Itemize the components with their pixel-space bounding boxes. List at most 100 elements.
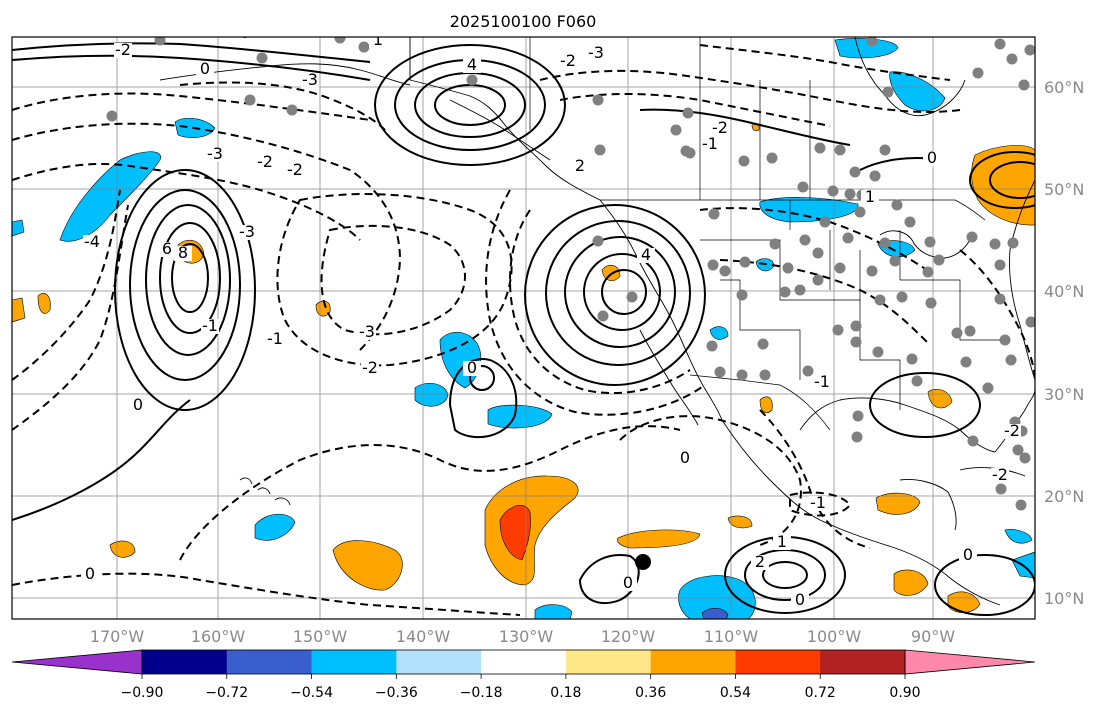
orange-region-baja-west [484, 475, 579, 586]
contour-value-label: 4 [641, 245, 651, 264]
orange-region-panama [947, 591, 981, 613]
station-dot [812, 274, 824, 286]
station-dot [707, 259, 719, 271]
colorbar-outline [141, 649, 906, 675]
border-states-2 [720, 279, 801, 380]
contour-value-label: 8 [178, 243, 188, 262]
contour-dashed-west2 [12, 189, 121, 381]
station-dot [1015, 499, 1027, 511]
contour-label-knockout [923, 151, 941, 166]
contour-value-label: 0 [927, 148, 937, 167]
contour-dashed-west [12, 162, 361, 241]
station-dot [819, 216, 831, 228]
station-dot [1012, 444, 1024, 456]
station-dot [951, 327, 963, 339]
latitude-tick-label: 60°N [1044, 78, 1084, 97]
contour-label-knockout [991, 468, 1009, 483]
orange-region-caribbean [875, 492, 921, 515]
station-dot [964, 325, 976, 337]
contour-value-label: -2 [362, 358, 378, 377]
contour-dashed-mid [276, 193, 513, 367]
border-states-3 [859, 300, 901, 410]
station-dot [1019, 452, 1031, 464]
station-dot [779, 286, 791, 298]
contour-value-label: -2 [257, 152, 273, 171]
colorbar-tick-label: −0.36 [375, 685, 418, 701]
station-dot [994, 259, 1006, 271]
contour-value-label: -3 [207, 144, 223, 163]
contour-dashed-east [959, 249, 1035, 381]
contour-value-label: -1 [202, 316, 218, 335]
contour-value-label: 6 [162, 239, 172, 258]
station-dot [1007, 237, 1019, 249]
coastline-florida [994, 389, 1035, 453]
contour-label-knockout [861, 190, 879, 205]
station-dot [982, 382, 994, 394]
border-canada-provinces [699, 37, 811, 200]
border-states-1 [700, 239, 861, 301]
contour-solid-high-pacific [171, 243, 209, 313]
contour-label-knockout [201, 319, 219, 334]
station-dot [844, 188, 856, 200]
station-dot [1018, 79, 1030, 91]
contour-label-knockout [301, 73, 319, 88]
station-dot [719, 265, 731, 277]
contour-value-label: -3 [302, 70, 318, 89]
contour-solid-canada [639, 108, 851, 146]
contour-label-knockout [463, 361, 481, 376]
contour-label-knockout [236, 37, 254, 41]
station-dot [626, 291, 638, 303]
station-dot [852, 410, 864, 422]
contour-value-label: -1 [702, 134, 718, 153]
contour-label-knockout [358, 325, 376, 340]
orange-region-mexico-c [759, 396, 773, 413]
longitude-tick-label: 120°W [601, 627, 656, 646]
station-dot [911, 375, 923, 387]
station-dot [680, 145, 692, 157]
contour-value-label: -3 [359, 322, 375, 341]
border-canada-us [600, 199, 986, 221]
contour-dashed-mexico [619, 415, 802, 546]
contour-value-label: -2 [560, 51, 576, 70]
contour-value-label: -2 [712, 118, 728, 137]
blue-region-west-edge [12, 219, 25, 237]
contour-solid-high-california [601, 269, 647, 315]
contour-solid-high-california [583, 253, 661, 331]
station-dot [922, 266, 934, 278]
longitude-tick-label: 90°W [911, 627, 955, 646]
colorbar-segment [311, 650, 397, 674]
colorbar-segment [650, 650, 736, 674]
station-dot [896, 291, 908, 303]
contour-solid-atlantic [989, 161, 1035, 199]
station-dot [925, 297, 937, 309]
contour-dashed-west [12, 92, 371, 121]
colorbar-segment [481, 650, 567, 674]
contour-solid-high-pacific [129, 189, 241, 381]
contour-label-knockout [1003, 424, 1021, 439]
station-dot [891, 199, 903, 211]
station-dot [1006, 53, 1018, 65]
contour-value-label: -3 [588, 43, 604, 62]
contour-value-label: 2 [755, 552, 765, 571]
contour-solid-zero-line [12, 54, 371, 81]
longitude-tick-label: 130°W [499, 627, 554, 646]
map-title: 2025100100 F060 [450, 12, 597, 31]
colorbar-extend-high [904, 649, 1036, 675]
lat-lon-grid [12, 37, 1035, 619]
border-us-mexico [689, 374, 831, 431]
contour-solid-caribbean [934, 554, 1035, 616]
station-dot [794, 284, 806, 296]
contour-dashed-subtropics [12, 572, 521, 616]
blue-region-small-2 [709, 326, 729, 340]
contour-value-label: -3 [239, 222, 255, 241]
contour-dashed-west2 [12, 204, 129, 431]
coastline-mexico-pacific [721, 419, 1001, 606]
station-dot [597, 310, 609, 322]
station-dot [154, 37, 166, 46]
station-dot [1024, 44, 1035, 56]
latitude-labels: 60°N 50°N 40°N 30°N 20°N 10°N [1044, 78, 1084, 608]
contour-dashed-mid [320, 224, 466, 336]
contour-value-label: 1 [865, 187, 875, 206]
orange-region-california [601, 264, 621, 282]
contour-solid-gulf [869, 372, 981, 438]
